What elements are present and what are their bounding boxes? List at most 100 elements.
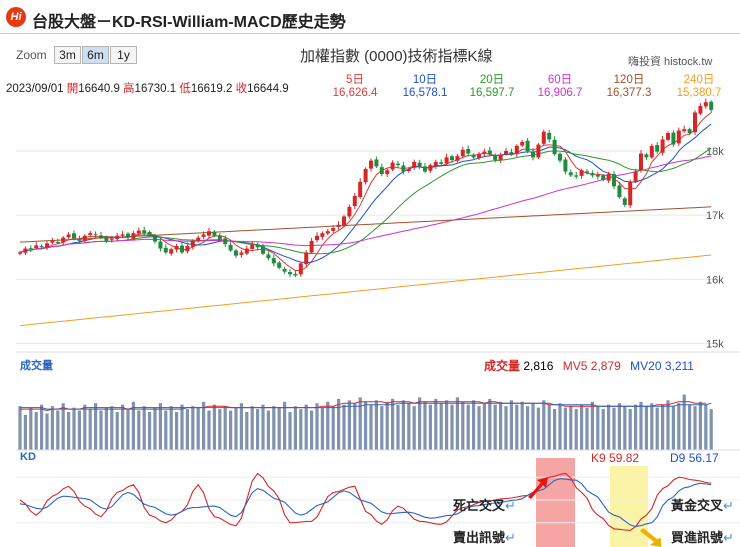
return-mark: ↵: [723, 498, 734, 513]
zoom-3m-button[interactable]: 3m: [54, 46, 81, 64]
volume-bar: [482, 403, 486, 450]
candle-body: [617, 185, 622, 198]
sell-signal-text: 賣出訊號: [453, 530, 506, 545]
chart-title: 加權指數 (0000)技術指標K線: [300, 48, 493, 65]
candle-body: [676, 130, 681, 144]
candle-body: [212, 231, 217, 236]
volume-readout: 成交量 2,816 MV5 2,879 MV20 3,211: [484, 357, 694, 374]
sell-zone: [536, 458, 575, 547]
volume-bar: [137, 410, 141, 450]
volume-bar: [77, 410, 81, 450]
price-grid: [16, 150, 716, 345]
volume-bar: [148, 412, 152, 450]
ma10-value: 16,578.1: [402, 87, 448, 99]
candle-body: [514, 145, 519, 154]
candle-body: [531, 151, 535, 158]
candle-body: [687, 129, 692, 134]
volume-bar: [547, 404, 551, 450]
candle-body: [433, 161, 438, 167]
candle-body: [563, 159, 568, 172]
volume-bar: [283, 401, 287, 450]
ma5-line: [19, 112, 712, 271]
volume-bar: [239, 403, 243, 450]
volume-bar: [331, 406, 335, 450]
buy-zone: [610, 466, 648, 547]
volume-bar: [596, 406, 600, 450]
candle-body: [693, 112, 697, 133]
volume-bar: [88, 409, 92, 450]
candle-body: [99, 235, 103, 238]
volume-bar: [617, 403, 621, 450]
candle-body: [142, 230, 147, 234]
candle-body: [547, 132, 552, 140]
candle-body: [180, 245, 184, 253]
candle-body: [585, 171, 589, 173]
candle-body: [423, 166, 427, 172]
volume-bar: [590, 401, 594, 450]
mv20-value: 3,211: [664, 359, 694, 373]
volume-bar: [358, 397, 362, 450]
golden-cross-annotation: 黃金交叉↵: [671, 495, 734, 514]
volume-bar: [671, 406, 675, 450]
volume-bar: [628, 409, 632, 450]
candle-body: [61, 237, 66, 243]
volume-bar: [50, 406, 54, 450]
candle-body: [115, 235, 120, 240]
volume-bar: [563, 407, 567, 450]
volume-bar: [585, 407, 589, 450]
ma240-value: 15,380.7: [676, 87, 722, 99]
open-label: 開: [66, 83, 79, 95]
buy-signal-text: 買進訊號: [671, 530, 724, 545]
candle-body: [18, 252, 22, 254]
volume-bar: [698, 401, 702, 450]
volume-bar: [266, 410, 270, 450]
zoom-1y-button[interactable]: 1y: [110, 46, 137, 64]
candle-body: [628, 181, 633, 206]
volume-bar: [466, 404, 470, 450]
candle-body: [417, 162, 422, 167]
candle-body: [698, 106, 703, 114]
candle-body: [369, 160, 373, 169]
page-title: 台股大盤－KD-RSI-William-MACD歷史走勢: [32, 14, 346, 31]
candle-body: [428, 165, 433, 171]
ma5-legend: 5日 16,626.4: [330, 71, 380, 99]
candle-body: [109, 238, 114, 240]
volume-bar: [131, 401, 135, 450]
ma20-label: 20日: [479, 74, 505, 86]
candle-body: [223, 238, 228, 245]
histock-logo-icon[interactable]: Hi: [6, 7, 26, 27]
ma20-legend: 20日 16,597.7: [464, 71, 520, 99]
ohlc-date: 2023/09/01: [6, 83, 64, 95]
candle-body: [158, 241, 163, 249]
volume-bar: [158, 403, 162, 450]
volume-bar: [396, 404, 400, 450]
volume-bar: [434, 398, 438, 450]
ma240-legend: 240日 15,380.7: [670, 71, 728, 99]
high-label: 高: [123, 83, 135, 95]
volume-bar: [40, 404, 44, 450]
volume-bar: [418, 397, 422, 450]
volume-bar: [126, 409, 130, 450]
candle-body: [450, 156, 454, 160]
volume-bar: [337, 398, 341, 450]
volume-bar: [142, 406, 146, 450]
zoom-6m-button[interactable]: 6m: [82, 46, 109, 64]
volume-bar: [688, 404, 692, 450]
candle-body: [147, 232, 152, 236]
candle-body: [336, 224, 341, 227]
ma10-label: 10日: [412, 74, 438, 86]
candle-body: [228, 244, 233, 251]
volume-bar: [207, 410, 211, 450]
candle-body: [579, 170, 584, 176]
candle-body: [606, 174, 611, 181]
mv20-label: MV20: [630, 359, 662, 373]
volume-bar: [342, 404, 346, 450]
volume-bar: [520, 401, 524, 450]
d-label: D9: [670, 451, 686, 465]
ma60-line: [19, 155, 712, 253]
candle-body: [163, 247, 168, 253]
d-value: 56.17: [688, 451, 719, 465]
candle-body: [455, 156, 460, 161]
candle-body: [196, 237, 201, 241]
